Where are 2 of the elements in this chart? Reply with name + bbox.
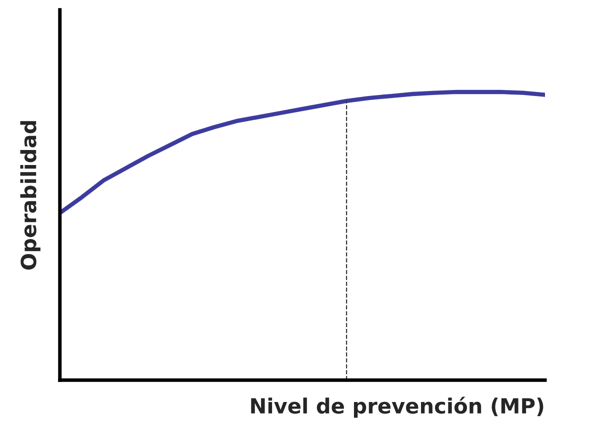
x-axis-title: Nivel de prevención (MP) bbox=[251, 396, 544, 418]
y-axis-title: Operabilidad bbox=[20, 121, 40, 270]
